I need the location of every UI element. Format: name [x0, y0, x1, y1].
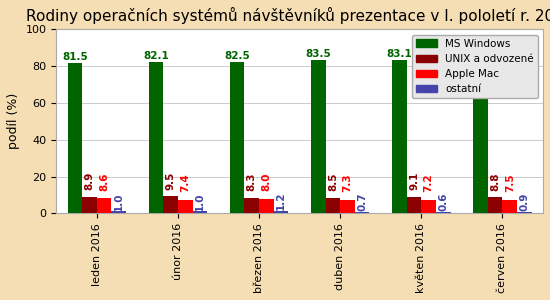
Text: 7.2: 7.2 — [424, 173, 433, 192]
Bar — [82, 197, 97, 213]
Bar — [355, 212, 370, 213]
Bar — [436, 212, 450, 213]
Bar — [68, 63, 82, 213]
Bar — [326, 198, 340, 213]
Bar — [148, 62, 163, 213]
Bar — [407, 196, 421, 213]
Bar — [503, 200, 517, 213]
Text: 0.6: 0.6 — [438, 193, 448, 211]
Bar — [340, 200, 355, 213]
Text: 8.8: 8.8 — [490, 172, 500, 190]
Text: 7.4: 7.4 — [180, 173, 190, 192]
Title: Rodiny operačních systémů návštěvníků prezentace v I. pololetí r. 2016: Rodiny operačních systémů návštěvníků pr… — [26, 7, 550, 24]
Text: 83.5: 83.5 — [305, 49, 331, 59]
Text: 81.5: 81.5 — [62, 52, 88, 62]
Bar — [244, 198, 259, 213]
Bar — [392, 60, 407, 213]
Text: 8.9: 8.9 — [85, 172, 95, 190]
Bar — [192, 212, 207, 213]
Text: 82.8: 82.8 — [468, 50, 493, 60]
Text: 82.1: 82.1 — [143, 51, 169, 61]
Text: 1.2: 1.2 — [276, 192, 286, 210]
Text: 9.1: 9.1 — [409, 172, 419, 190]
Bar — [97, 197, 112, 213]
Bar — [421, 200, 436, 213]
Text: 1.0: 1.0 — [114, 192, 124, 211]
Bar — [230, 61, 244, 213]
Bar — [488, 197, 503, 213]
Legend: MS Windows, UNIX a odvozené, Apple Mac, ostatní: MS Windows, UNIX a odvozené, Apple Mac, … — [412, 34, 538, 98]
Text: 0.9: 0.9 — [519, 192, 530, 211]
Text: 0.7: 0.7 — [357, 193, 367, 211]
Text: 8.6: 8.6 — [99, 172, 109, 191]
Text: 9.5: 9.5 — [166, 172, 175, 190]
Text: 8.3: 8.3 — [247, 172, 257, 191]
Bar — [112, 212, 126, 213]
Bar — [178, 200, 192, 213]
Bar — [311, 60, 326, 213]
Y-axis label: podíl (%): podíl (%) — [7, 93, 20, 149]
Text: 8.5: 8.5 — [328, 172, 338, 191]
Bar — [259, 199, 274, 213]
Text: 1.0: 1.0 — [195, 192, 205, 211]
Text: 8.0: 8.0 — [261, 173, 271, 191]
Text: 83.1: 83.1 — [387, 50, 412, 59]
Text: 7.5: 7.5 — [505, 173, 515, 192]
Bar — [163, 196, 178, 213]
Bar — [274, 211, 288, 213]
Bar — [474, 61, 488, 213]
Text: 7.3: 7.3 — [343, 173, 353, 192]
Text: 82.5: 82.5 — [224, 51, 250, 61]
Bar — [517, 212, 532, 213]
